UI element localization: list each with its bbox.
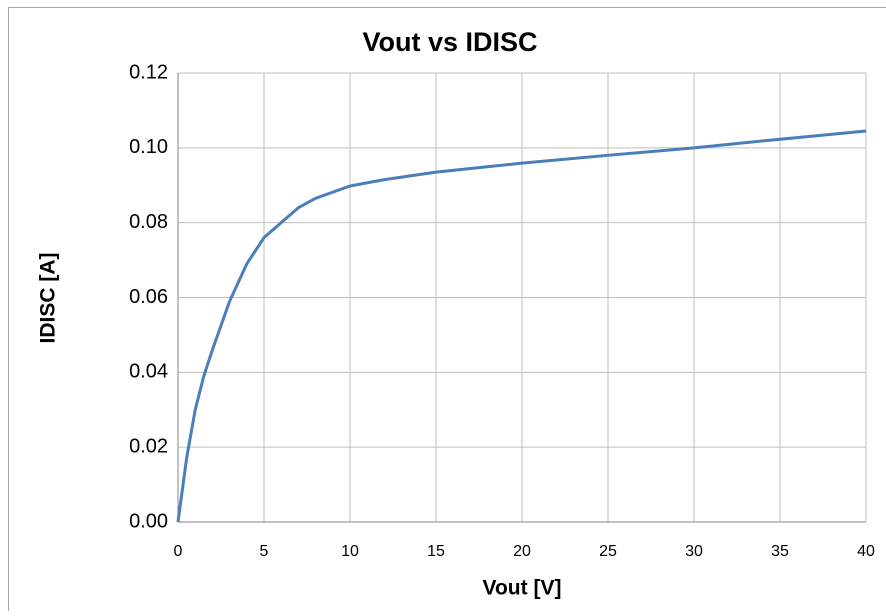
x-tick-label: 10	[341, 543, 359, 560]
y-tick-label: 0.02	[129, 435, 168, 457]
x-tick-label: 5	[260, 543, 269, 560]
x-tick-label: 40	[857, 543, 875, 560]
chart-title: Vout vs IDISC	[362, 27, 537, 57]
y-tick-label: 0.00	[129, 510, 168, 532]
x-tick-label: 20	[513, 543, 531, 560]
x-tick-label: 35	[771, 543, 789, 560]
x-tick-label: 30	[685, 543, 703, 560]
x-tick-label: 15	[427, 543, 445, 560]
y-tick-label: 0.06	[129, 286, 168, 308]
y-tick-label: 0.04	[129, 361, 168, 383]
y-tick-label: 0.10	[129, 136, 168, 158]
y-tick-label: 0.12	[129, 61, 168, 83]
y-axis-label: IDISC [A]	[37, 253, 60, 344]
x-tick-label: 25	[599, 543, 617, 560]
x-axis-label: Vout [V]	[483, 577, 562, 600]
x-tick-label: 0	[174, 543, 183, 560]
y-tick-label: 0.08	[129, 211, 168, 233]
